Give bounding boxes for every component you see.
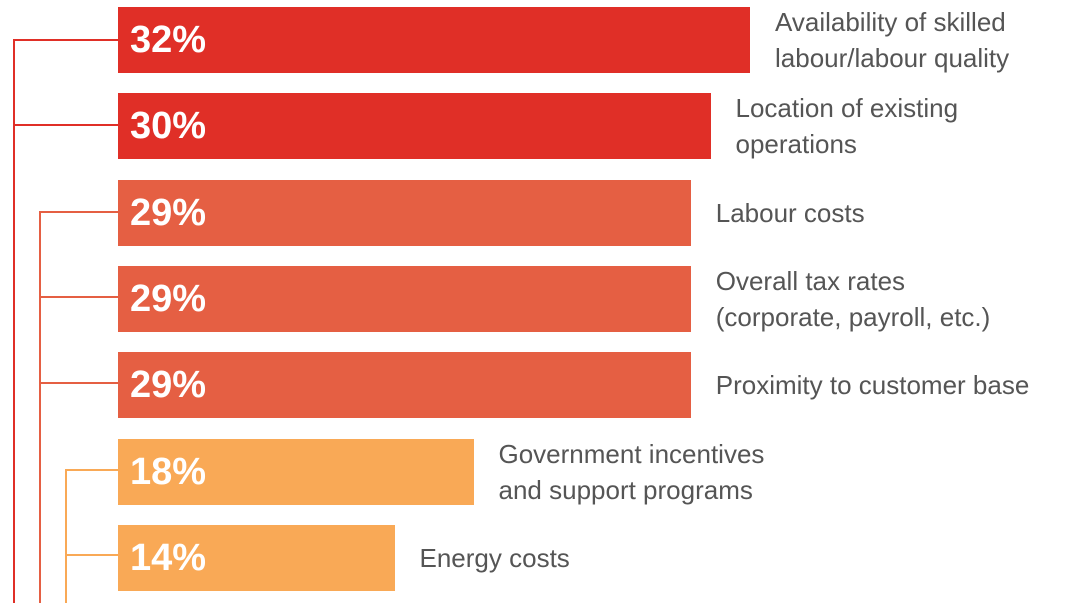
bar <box>118 7 750 73</box>
bar <box>118 352 691 419</box>
connector <box>65 469 118 603</box>
bar <box>118 93 711 160</box>
category-label: Energy costs <box>419 542 570 573</box>
category-label: Government incentives and support progra… <box>498 438 765 505</box>
value-label: 32% <box>130 19 207 61</box>
value-label: 29% <box>130 277 207 320</box>
bar <box>118 524 395 591</box>
bar <box>118 438 474 505</box>
category-label: Labour costs <box>715 197 865 228</box>
category-label: Availability of skilled labour/labour qu… <box>775 7 1010 73</box>
value-label: 30% <box>130 105 207 148</box>
bar <box>118 265 691 332</box>
category-label: Overall tax rates (corporate, payroll, e… <box>715 265 991 332</box>
bar <box>118 179 691 246</box>
connector <box>13 39 118 603</box>
category-label: Proximity to customer base <box>715 370 1030 401</box>
category-label: Location of existing operations <box>735 93 959 160</box>
value-label: 18% <box>130 450 207 493</box>
connector <box>39 211 118 603</box>
value-label: 29% <box>130 364 207 407</box>
value-label: 29% <box>130 191 207 234</box>
value-label: 14% <box>130 536 207 579</box>
